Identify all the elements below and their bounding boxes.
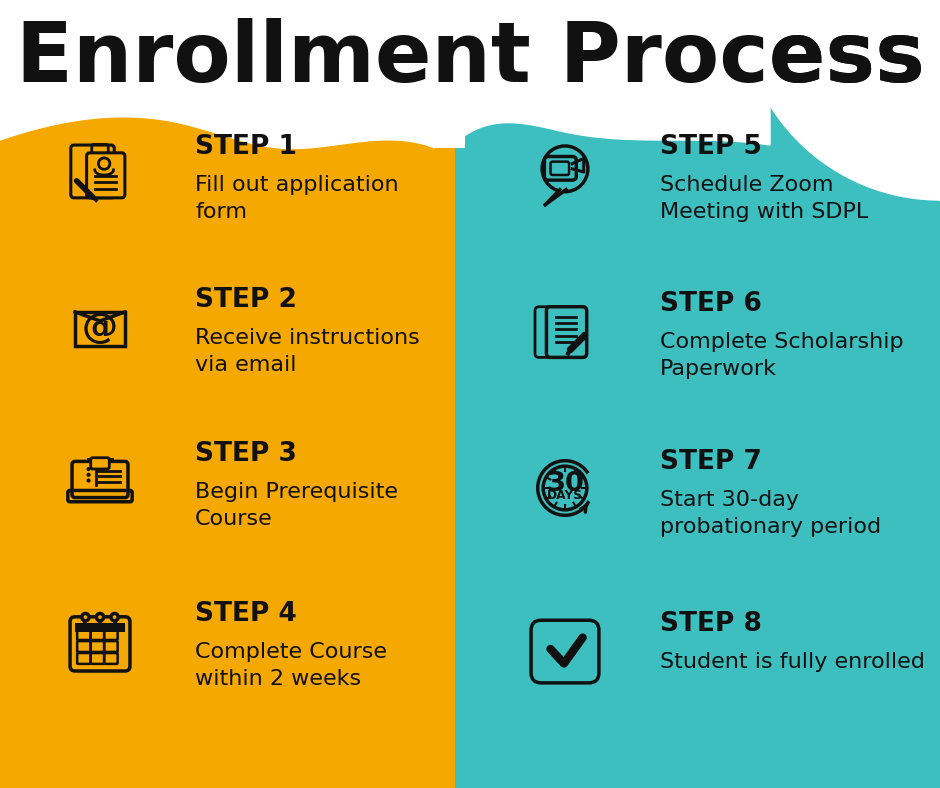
Polygon shape [740, 0, 940, 200]
Text: @: @ [82, 311, 118, 345]
Text: STEP 4: STEP 4 [195, 601, 297, 627]
Text: Schedule Zoom
Meeting with SDPL: Schedule Zoom Meeting with SDPL [660, 175, 869, 222]
Text: 30: 30 [546, 471, 584, 497]
Bar [455, 0, 940, 788]
Text: STEP 1: STEP 1 [195, 134, 297, 160]
Polygon shape [0, 117, 435, 788]
Text: STEP 3: STEP 3 [195, 441, 297, 467]
Text: STEP 6: STEP 6 [660, 291, 762, 317]
Text: STEP 2: STEP 2 [195, 287, 297, 313]
Text: STEP 5: STEP 5 [660, 134, 762, 160]
Circle shape [547, 318, 552, 322]
Circle shape [82, 614, 89, 621]
Circle shape [86, 478, 90, 482]
Bar [455, 148, 940, 788]
Circle shape [111, 614, 118, 621]
FancyBboxPatch shape [91, 458, 109, 469]
Bar [75, 312, 125, 346]
Circle shape [86, 473, 90, 477]
Text: Start 30-day
probationary period: Start 30-day probationary period [660, 490, 881, 537]
FancyBboxPatch shape [546, 307, 587, 358]
Polygon shape [455, 0, 770, 145]
Text: DAYS: DAYS [547, 489, 583, 502]
Bar [435, 0, 465, 148]
Text: Student is fully enrolled: Student is fully enrolled [660, 652, 925, 672]
Text: STEP 8: STEP 8 [660, 611, 762, 637]
Circle shape [86, 467, 90, 471]
Text: Enrollment Process: Enrollment Process [16, 17, 924, 98]
Text: Enrollment Process: Enrollment Process [16, 17, 924, 98]
Text: Begin Prerequisite
Course: Begin Prerequisite Course [195, 482, 398, 530]
Polygon shape [0, 0, 940, 148]
Text: Complete Scholarship
Paperwork: Complete Scholarship Paperwork [660, 332, 903, 379]
Text: Fill out application
form: Fill out application form [195, 175, 399, 222]
Text: STEP 7: STEP 7 [660, 449, 762, 475]
Circle shape [97, 614, 103, 621]
Bar [0, 148, 455, 788]
FancyBboxPatch shape [86, 153, 125, 198]
Polygon shape [545, 190, 566, 205]
Text: Receive instructions
via email: Receive instructions via email [195, 328, 420, 375]
Text: Complete Course
within 2 weeks: Complete Course within 2 weeks [195, 642, 387, 690]
Bar [75, 623, 125, 632]
Circle shape [547, 325, 552, 329]
